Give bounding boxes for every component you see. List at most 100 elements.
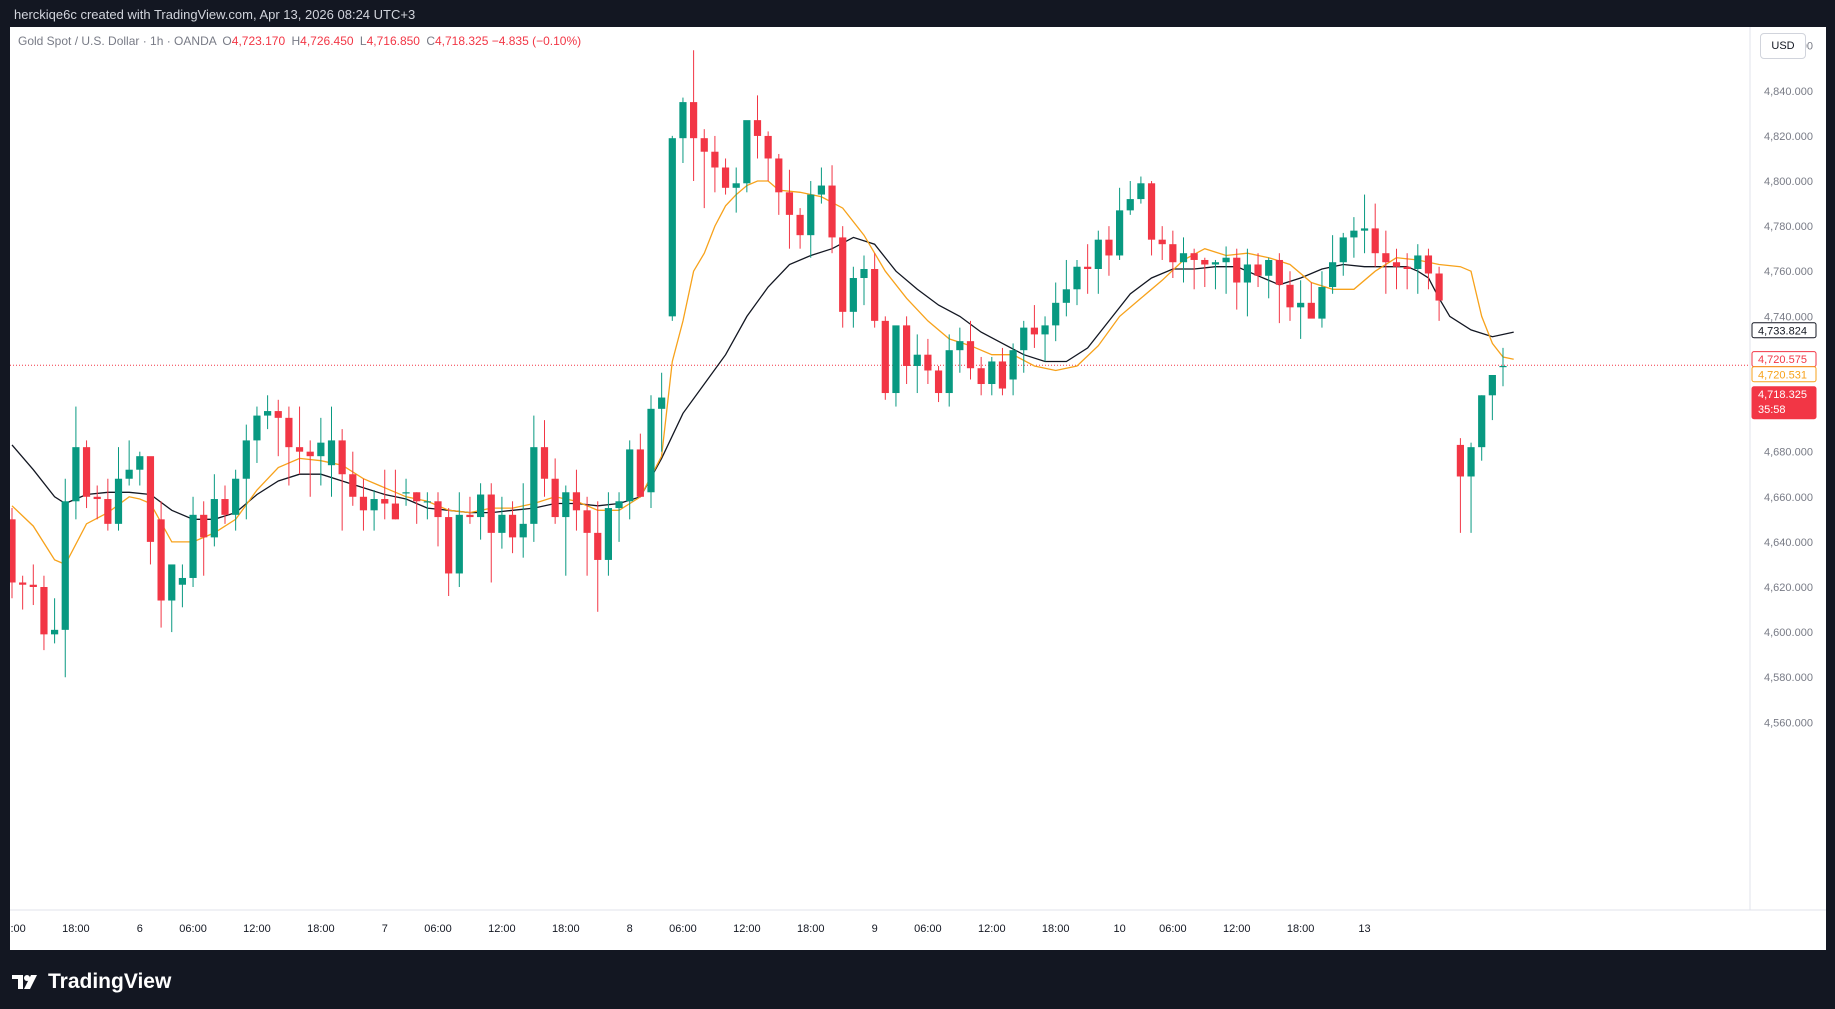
x-tick-label: 12:00 <box>1223 923 1251 935</box>
x-tick-label: 12:00 <box>733 923 761 935</box>
candle-body <box>1052 302 1060 326</box>
candle-body <box>956 341 964 351</box>
x-tick-label: 12:00 <box>978 923 1006 935</box>
candle-body <box>1126 199 1134 211</box>
candle-body <box>796 214 804 236</box>
candle-body <box>413 492 421 502</box>
y-tick-label: 4,760.000 <box>1764 266 1813 278</box>
candle-body <box>157 519 165 601</box>
candle-body <box>1350 230 1358 238</box>
candle-body <box>594 532 602 560</box>
y-tick-label: 4,840.000 <box>1764 86 1813 98</box>
brand-name: TradingView <box>48 970 172 993</box>
candle-body <box>1297 302 1305 308</box>
y-tick-label: 4,560.000 <box>1764 717 1813 729</box>
candle-body <box>295 447 304 452</box>
price-chart[interactable]: 4,560.000 4,580.000 4,600.000 4,620.000 4,64… <box>0 27 1826 950</box>
candle-body <box>423 501 431 503</box>
chart-credit: herckiqe6c created with TradingView.com,… <box>14 7 416 22</box>
candle-body <box>306 451 314 457</box>
chart-panel[interactable]: 4,560.000 4,580.000 4,600.000 4,620.000 4,64… <box>0 27 1826 950</box>
candle-body <box>658 397 666 409</box>
ma-slow-line <box>11 236 1514 520</box>
candle-body <box>966 341 975 369</box>
candle-body <box>945 350 953 394</box>
candle-body <box>1435 273 1443 301</box>
candle-body <box>338 440 346 475</box>
candle-body <box>359 496 368 511</box>
candle-body <box>1307 302 1315 319</box>
candle-body <box>998 361 1007 389</box>
price-tag-ma_fast <box>1751 366 1817 383</box>
candle-body <box>104 499 112 524</box>
x-tick-label: 18:00 <box>797 923 825 935</box>
x-tick-label: 06:00 <box>914 923 942 935</box>
candle-body <box>690 102 698 139</box>
candle-body <box>1062 289 1070 303</box>
bottom-bar: TradingView <box>0 950 1835 1009</box>
candle-body <box>1414 255 1422 269</box>
candle-body <box>1169 244 1177 263</box>
price-tag-last <box>1751 386 1817 420</box>
candle-body <box>93 496 101 500</box>
price-tag-ma_slow <box>1751 322 1817 339</box>
candle-body <box>1190 253 1198 260</box>
candle-body <box>775 158 783 193</box>
candle-body <box>1147 183 1156 240</box>
candle-body <box>370 499 378 511</box>
y-tick-label: 4,620.000 <box>1764 582 1813 594</box>
candle-body <box>178 577 186 585</box>
candle-body <box>1041 325 1049 335</box>
candle-body <box>242 440 250 479</box>
candle-body <box>711 151 719 168</box>
candle-body <box>253 415 261 441</box>
candle-body <box>1084 266 1092 269</box>
candle-body <box>732 183 740 188</box>
symbol-legend: Gold Spot / U.S. Dollar · 1h · OANDA O4,… <box>18 34 581 48</box>
candle-body <box>785 192 794 215</box>
candle-body <box>498 514 506 533</box>
candle-body <box>881 320 889 394</box>
tradingview-brand[interactable]: TradingView <box>12 970 171 994</box>
candle-body <box>647 408 655 493</box>
x-tick-label: 06:00 <box>669 923 697 935</box>
candle-body <box>903 325 911 366</box>
candle-body <box>1030 327 1038 335</box>
candle-body <box>828 185 836 238</box>
currency-button[interactable]: USD <box>1760 33 1806 59</box>
x-tick-label: 18:00 <box>62 923 90 935</box>
candle-body <box>551 478 559 518</box>
y-tick-label: 4,820.000 <box>1764 131 1813 143</box>
y-tick-label: 4,660.000 <box>1764 492 1813 504</box>
x-tick-label: 06:00 <box>424 923 452 935</box>
candle-body <box>924 354 932 371</box>
candle-body <box>168 564 176 601</box>
candle-body <box>232 478 240 515</box>
candle-body <box>636 449 644 497</box>
x-tick-label: 13 <box>1358 923 1370 935</box>
y-tick-label: 4,800.000 <box>1764 176 1813 188</box>
candle-body <box>1094 239 1102 269</box>
x-tick-label: 6 <box>137 923 143 935</box>
y-tick-label: 4,600.000 <box>1764 627 1813 639</box>
candle-body <box>540 447 549 479</box>
candle-body <box>839 237 847 312</box>
x-tick-label: 12:00 <box>10 923 26 935</box>
candle-body <box>1009 350 1017 380</box>
candle-body <box>487 494 495 533</box>
candle-body <box>860 268 868 279</box>
candle-body <box>1360 228 1369 231</box>
candle-body <box>434 501 442 518</box>
candle-body <box>1371 228 1379 254</box>
candle-body <box>327 440 336 466</box>
candle-body <box>1201 259 1209 265</box>
candle-body <box>913 354 921 366</box>
candle-body <box>1243 264 1251 283</box>
x-tick-label: 8 <box>627 923 633 935</box>
countdown-label: 35:58 <box>1758 404 1786 416</box>
candle-body <box>626 449 634 502</box>
candle-body <box>146 456 155 542</box>
candle-body <box>977 368 985 385</box>
candle-body <box>668 138 676 317</box>
x-tick-label: 10 <box>1113 923 1125 935</box>
